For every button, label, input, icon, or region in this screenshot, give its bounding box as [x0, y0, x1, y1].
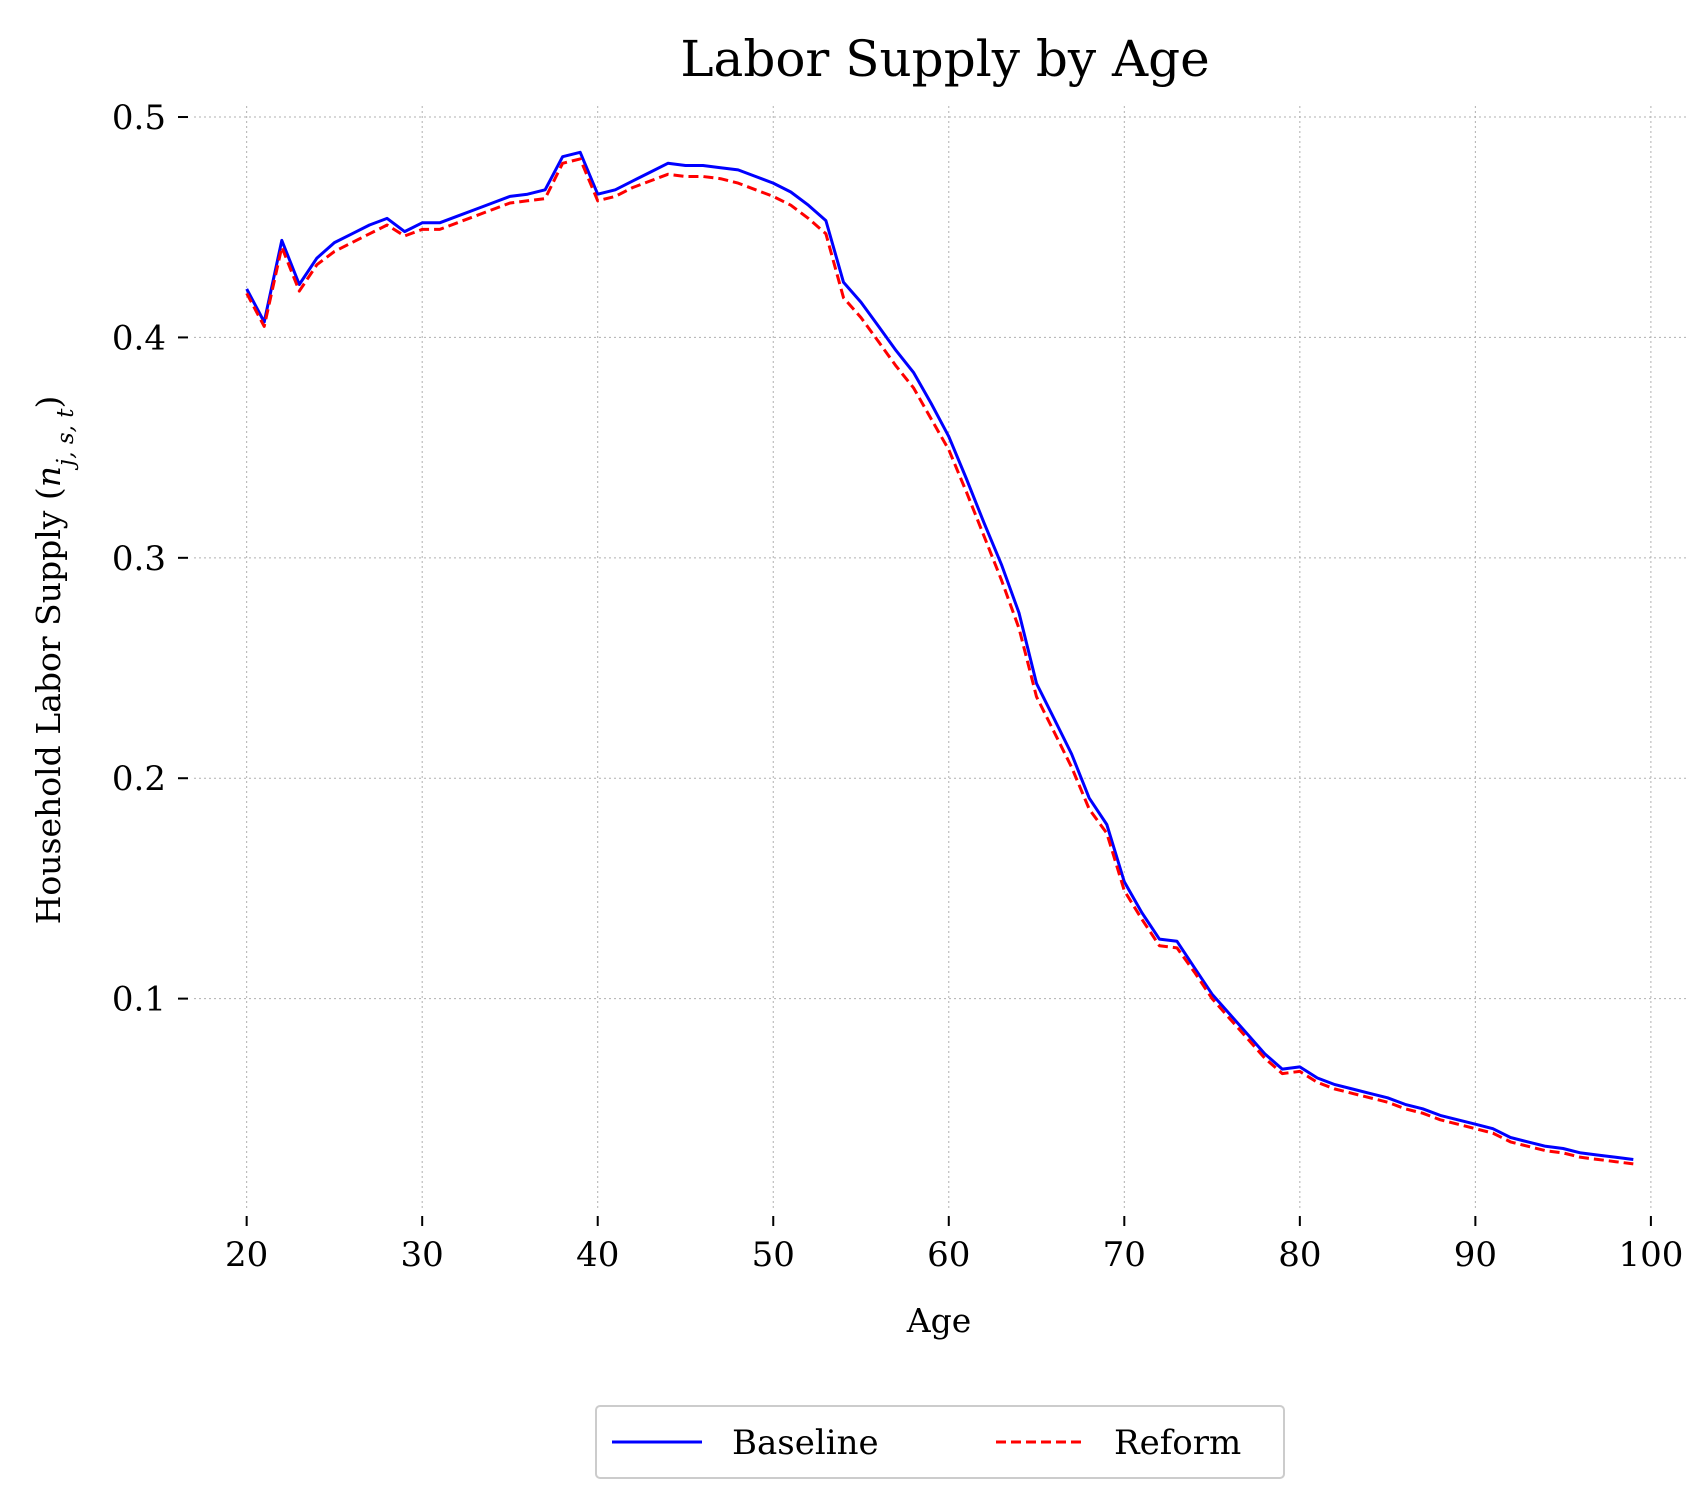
- y-axis-label-close: ): [29, 396, 68, 409]
- x-tick-label: 90: [1454, 1235, 1497, 1275]
- x-tick-label: 50: [752, 1235, 795, 1275]
- x-tick-label: 60: [927, 1235, 970, 1275]
- y-tick-label: 0.4: [112, 318, 166, 358]
- y-axis-label-symbol: n: [29, 466, 68, 487]
- y-axis-label-main: Household Labor Supply (: [29, 487, 68, 924]
- y-tick-label: 0.1: [112, 980, 166, 1020]
- y-tick-label: 0.3: [112, 539, 166, 579]
- x-axis-ticks: 20 30 40 50 60 70 80 90 100: [225, 1216, 1683, 1275]
- x-axis-label: Age: [906, 1301, 972, 1340]
- y-axis-label-subscript: j, s, t: [53, 408, 79, 471]
- legend-label-reform: Reform: [1114, 1423, 1241, 1463]
- grid: [194, 106, 1686, 1208]
- x-tick-label: 40: [576, 1235, 619, 1275]
- x-tick-label: 80: [1278, 1235, 1321, 1275]
- y-axis-ticks: 0.1 0.2 0.3 0.4 0.5: [112, 98, 188, 1020]
- chart-title: Labor Supply by Age: [680, 30, 1209, 88]
- x-tick-label: 70: [1103, 1235, 1146, 1275]
- series-line-reform: [245, 157, 1634, 1166]
- series-lines: [245, 150, 1634, 1166]
- x-tick-label: 30: [401, 1235, 444, 1275]
- y-tick-label: 0.5: [112, 98, 166, 138]
- x-tick-label: 20: [225, 1235, 268, 1275]
- legend: Baseline Reform: [595, 1405, 1285, 1479]
- legend-label-baseline: Baseline: [732, 1423, 879, 1463]
- x-tick-label: 100: [1618, 1235, 1683, 1275]
- legend-frame: [595, 1405, 1285, 1479]
- y-axis-label: Household Labor Supply (nj, s, t): [29, 396, 79, 925]
- series-line-baseline: [245, 150, 1634, 1161]
- y-tick-label: 0.2: [112, 759, 166, 799]
